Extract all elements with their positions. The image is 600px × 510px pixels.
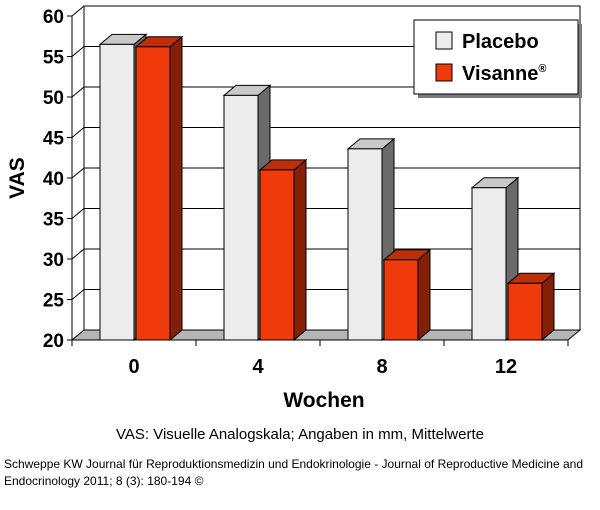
y-tick-label: 20	[43, 331, 64, 352]
chart-caption: VAS: Visuelle Analogskala; Angaben in mm…	[116, 426, 484, 443]
x-tick-label: 4	[252, 356, 264, 378]
legend-label-placebo: Placebo	[462, 31, 539, 53]
gridline	[71, 167, 580, 179]
x-axis-title: Wochen	[283, 389, 364, 412]
y-tick-label: 30	[43, 250, 64, 271]
bar-visanne-12	[507, 282, 543, 341]
bar-side	[293, 158, 307, 342]
gridline	[71, 127, 580, 138]
y-tick-label: 35	[43, 210, 65, 231]
source-citation: Schweppe KW Journal für Reproduktionsmed…	[4, 457, 583, 488]
gridline	[71, 208, 580, 219]
bar-visanne-8	[383, 259, 419, 341]
x-tick-label: 12	[495, 356, 517, 378]
legend-swatch-visanne	[435, 63, 453, 82]
bar-placebo-12	[471, 187, 507, 341]
bar-side	[169, 35, 183, 342]
bar-side	[541, 272, 555, 342]
x-tick-label: 8	[376, 356, 387, 378]
bar-visanne-0	[135, 46, 171, 341]
legend-registered-mark: ®	[538, 63, 546, 75]
gridline	[71, 5, 580, 17]
gridline	[71, 248, 580, 260]
x-tick-label: 0	[128, 356, 139, 378]
y-axis-title: VAS	[6, 157, 29, 199]
y-tick-label: 45	[43, 129, 65, 150]
bar-visanne-4	[259, 169, 295, 341]
y-tick-label: 40	[43, 169, 64, 190]
legend-label-visanne: Visanne®	[462, 63, 546, 85]
y-tick-label: 25	[43, 291, 65, 312]
bar-chart: 20 25 30 35 40 45 50 55 60 0 4 8 12 Wochen VAS Placebo V…	[6, 5, 582, 412]
bar-placebo-0	[99, 43, 135, 341]
y-tick-label: 55	[43, 48, 65, 69]
bar-placebo-4	[223, 94, 259, 341]
bar-placebo-8	[347, 148, 383, 341]
legend-swatch-placebo	[435, 31, 453, 50]
y-tick-label: 60	[43, 7, 64, 28]
bar-side	[417, 248, 431, 342]
y-tick-label: 50	[43, 88, 64, 109]
